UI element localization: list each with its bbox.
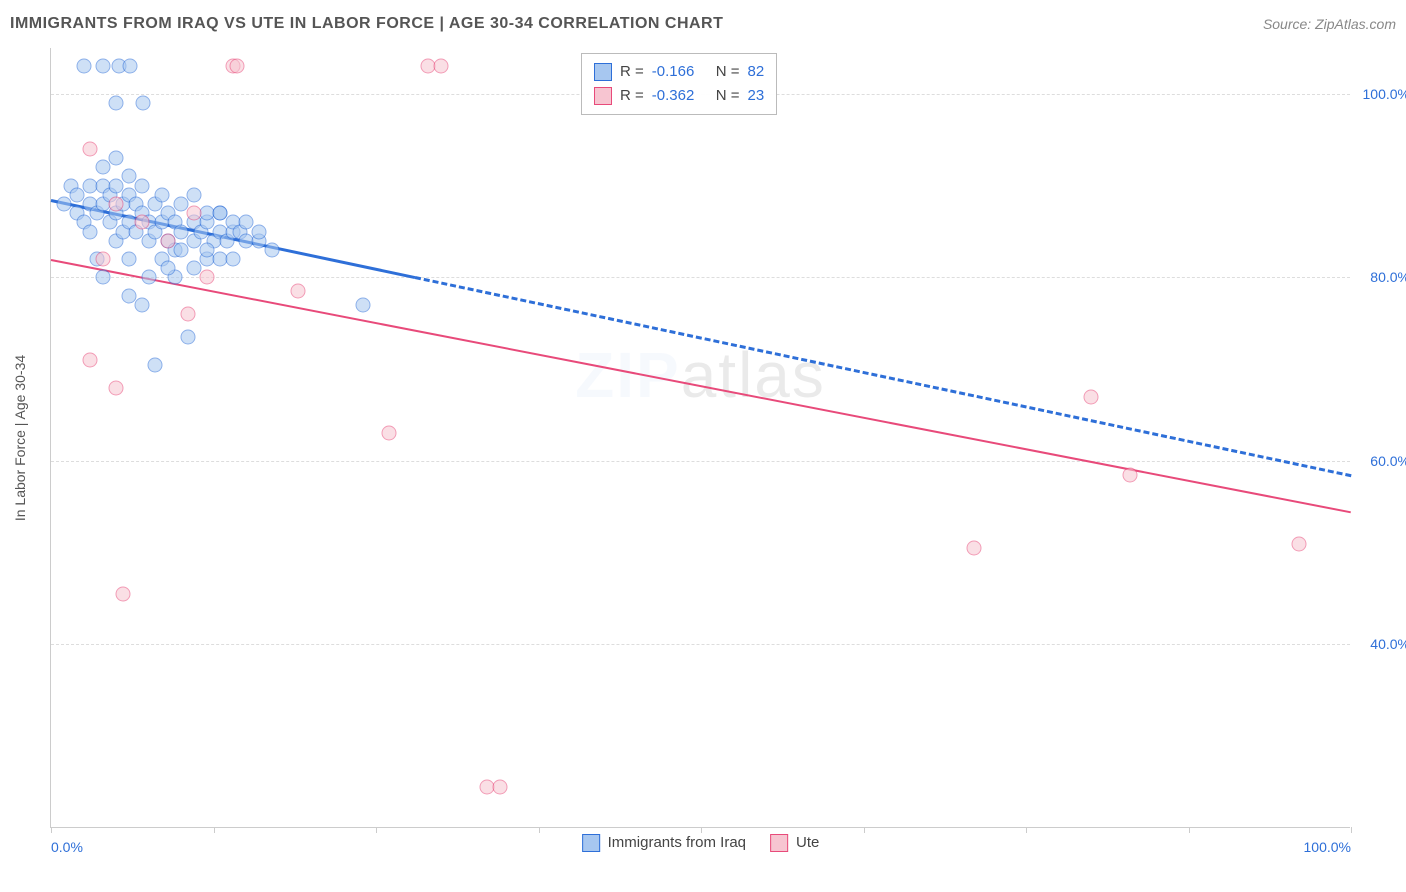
data-point xyxy=(83,353,98,368)
scatter-plot: ZIPatlas 40.0%60.0%80.0%100.0%0.0%100.0%… xyxy=(50,48,1350,828)
source-label: Source: ZipAtlas.com xyxy=(1263,16,1396,32)
data-point xyxy=(83,141,98,156)
data-point xyxy=(1084,389,1099,404)
gridline-h xyxy=(51,277,1350,278)
data-point xyxy=(967,541,982,556)
x-tick xyxy=(1189,827,1190,833)
data-point xyxy=(96,252,111,267)
data-point xyxy=(123,59,138,74)
data-point xyxy=(161,233,176,248)
legend-swatch xyxy=(594,87,612,105)
series-legend-label: Immigrants from Iraq xyxy=(608,831,746,855)
data-point xyxy=(291,284,306,299)
data-point xyxy=(148,357,163,372)
r-label: R = xyxy=(620,84,644,108)
y-tick-label: 100.0% xyxy=(1355,86,1406,102)
n-value: 23 xyxy=(748,84,765,108)
data-point xyxy=(180,307,195,322)
stats-legend: R = -0.166 N = 82 R = -0.362 N = 23 xyxy=(581,53,777,115)
gridline-h xyxy=(51,644,1350,645)
data-point xyxy=(356,297,371,312)
series-legend-item: Immigrants from Iraq xyxy=(582,831,746,855)
legend-swatch xyxy=(770,834,788,852)
gridline-h xyxy=(51,461,1350,462)
data-point xyxy=(135,297,150,312)
legend-swatch xyxy=(594,63,612,81)
watermark-zip: ZIP xyxy=(575,339,681,411)
r-label: R = xyxy=(620,60,644,84)
data-point xyxy=(213,206,228,221)
series-legend: Immigrants from Iraq Ute xyxy=(582,831,820,855)
data-point xyxy=(229,59,244,74)
data-point xyxy=(200,242,215,257)
x-tick-label: 100.0% xyxy=(1304,839,1351,855)
n-value: 82 xyxy=(748,60,765,84)
x-tick xyxy=(1351,827,1352,833)
data-point xyxy=(109,197,124,212)
y-tick-label: 80.0% xyxy=(1355,269,1406,285)
x-tick xyxy=(539,827,540,833)
data-point xyxy=(96,270,111,285)
r-value: -0.362 xyxy=(652,84,708,108)
series-legend-label: Ute xyxy=(796,831,819,855)
data-point xyxy=(226,252,241,267)
n-label: N = xyxy=(716,84,740,108)
r-value: -0.166 xyxy=(652,60,708,84)
stats-legend-row: R = -0.362 N = 23 xyxy=(594,84,764,108)
data-point xyxy=(96,59,111,74)
data-point xyxy=(1123,467,1138,482)
y-axis-label: In Labor Force | Age 30-34 xyxy=(12,355,28,521)
data-point xyxy=(135,178,150,193)
data-point xyxy=(96,160,111,175)
data-point xyxy=(135,215,150,230)
data-point xyxy=(492,779,507,794)
data-point xyxy=(109,96,124,111)
x-tick xyxy=(214,827,215,833)
x-tick xyxy=(1026,827,1027,833)
data-point xyxy=(122,252,137,267)
data-point xyxy=(76,59,91,74)
data-point xyxy=(265,242,280,257)
data-point xyxy=(382,426,397,441)
regression-line xyxy=(415,277,1352,478)
data-point xyxy=(109,151,124,166)
data-point xyxy=(252,224,267,239)
data-point xyxy=(239,215,254,230)
data-point xyxy=(136,96,151,111)
stats-legend-row: R = -0.166 N = 82 xyxy=(594,60,764,84)
y-tick-label: 60.0% xyxy=(1355,453,1406,469)
data-point xyxy=(187,206,202,221)
y-tick-label: 40.0% xyxy=(1355,636,1406,652)
series-legend-item: Ute xyxy=(770,831,819,855)
chart-title: IMMIGRANTS FROM IRAQ VS UTE IN LABOR FOR… xyxy=(10,15,723,33)
chart-area: In Labor Force | Age 30-34 ZIPatlas 40.0… xyxy=(50,48,1350,828)
watermark: ZIPatlas xyxy=(575,338,826,412)
data-point xyxy=(174,242,189,257)
data-point xyxy=(187,187,202,202)
data-point xyxy=(180,330,195,345)
data-point xyxy=(83,224,98,239)
data-point xyxy=(200,270,215,285)
n-label: N = xyxy=(716,60,740,84)
x-tick xyxy=(51,827,52,833)
x-tick xyxy=(376,827,377,833)
x-tick xyxy=(864,827,865,833)
data-point xyxy=(1292,536,1307,551)
data-point xyxy=(161,261,176,276)
regression-line xyxy=(51,259,1351,513)
legend-swatch xyxy=(582,834,600,852)
data-point xyxy=(434,59,449,74)
data-point xyxy=(115,587,130,602)
data-point xyxy=(109,380,124,395)
data-point xyxy=(154,187,169,202)
title-bar: IMMIGRANTS FROM IRAQ VS UTE IN LABOR FOR… xyxy=(10,10,1396,38)
x-tick-label: 0.0% xyxy=(51,839,83,855)
data-point xyxy=(141,270,156,285)
